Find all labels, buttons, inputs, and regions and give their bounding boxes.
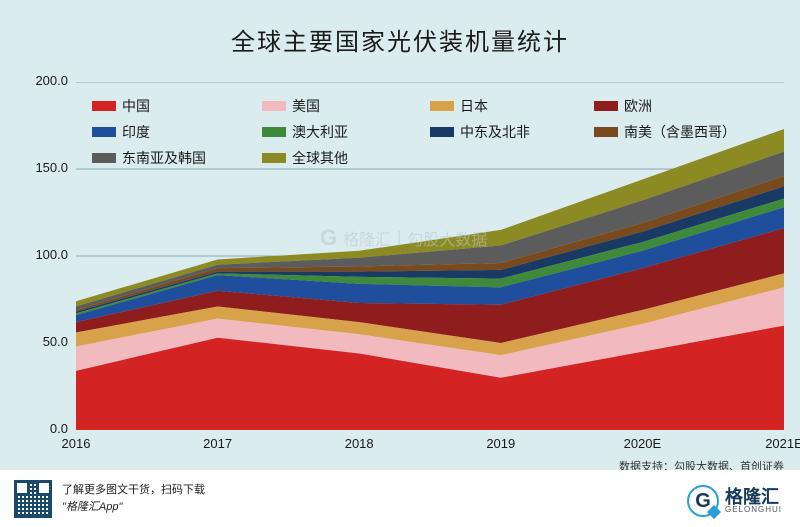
x-tick-label: 2019 (476, 436, 526, 451)
y-tick-label: 0.0 (50, 421, 68, 436)
y-tick-label: 50.0 (43, 334, 68, 349)
stacked-area-chart: 全球主要国家光伏装机量统计 0.0 50.0 100.0 150.0 200.0 201… (0, 0, 800, 470)
watermark-divider: | (397, 229, 401, 247)
footer-line-2: "格隆汇App" (62, 499, 205, 516)
y-tick-label: 200.0 (35, 73, 68, 88)
brand-name-cn: 格隆汇 (725, 488, 782, 506)
chart-title: 全球主要国家光伏装机量统计 (0, 22, 800, 57)
y-tick-label: 150.0 (35, 160, 68, 175)
x-tick-label: 2017 (193, 436, 243, 451)
watermark-logo-g: G (320, 225, 337, 251)
watermark-text-1: 格隆汇 (343, 226, 391, 250)
brand-logo: G 格隆汇 GELONGHUI (687, 485, 782, 517)
brand-name-en: GELONGHUI (725, 506, 782, 514)
brand-g-icon: G (687, 485, 719, 517)
footer: 了解更多图文干货，扫码下载 "格隆汇App" G 格隆汇 GELONGHUI (0, 470, 800, 527)
qr-code (14, 480, 52, 518)
footer-line-1: 了解更多图文干货，扫码下载 (62, 482, 205, 499)
x-tick-label: 2020E (617, 436, 667, 451)
watermark-text-2: 勾股大数据 (407, 226, 487, 250)
x-tick-label: 2021E (759, 436, 800, 451)
footer-text: 了解更多图文干货，扫码下载 "格隆汇App" (62, 482, 205, 515)
x-tick-label: 2016 (51, 436, 101, 451)
y-tick-label: 100.0 (35, 247, 68, 262)
watermark: G 格隆汇 | 勾股大数据 (320, 225, 487, 251)
plot-svg (76, 82, 784, 430)
x-tick-label: 2018 (334, 436, 384, 451)
